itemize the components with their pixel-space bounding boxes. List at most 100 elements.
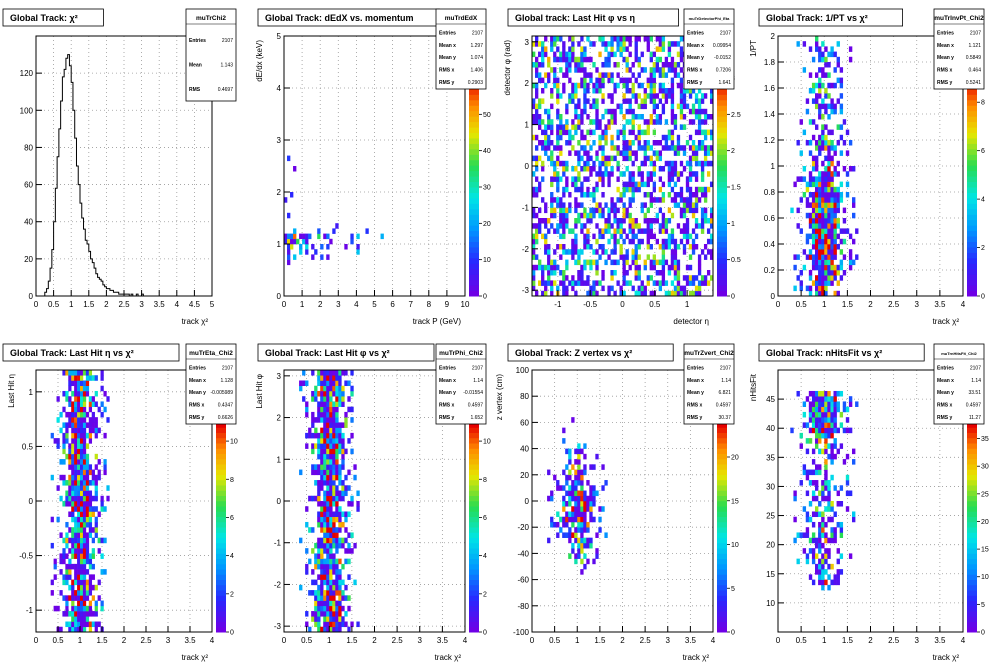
heatmap-cell (658, 98, 663, 104)
heatmap-cell (353, 542, 357, 549)
heatmap-cell (842, 140, 847, 146)
heatmap-cell (580, 134, 584, 141)
heatmap-cell (88, 511, 93, 518)
heatmap-cell (329, 537, 333, 544)
heatmap-cell (74, 385, 78, 392)
y-tick-label: -2 (274, 580, 282, 589)
heatmap-cell (637, 93, 641, 99)
heatmap-cell (622, 254, 626, 260)
heatmap-cell (586, 558, 590, 565)
heatmap-cell (628, 41, 632, 47)
heatmap-cell (694, 129, 699, 136)
heatmap-cell (815, 406, 819, 413)
heatmap-cell (329, 464, 333, 470)
heatmap-cell (836, 401, 840, 407)
color-scale-label: 4 (483, 553, 487, 560)
heatmap-cell (815, 401, 819, 407)
heatmap-cell (577, 506, 581, 512)
heatmap-cell (589, 290, 593, 297)
heatmap-cell (646, 223, 650, 229)
heatmap-cell (592, 129, 596, 136)
color-scale-step (967, 154, 977, 161)
heatmap-cell (667, 171, 672, 177)
heatmap-cell (65, 370, 69, 376)
heatmap-cell (50, 579, 54, 586)
heatmap-cell (571, 506, 575, 512)
heatmap-cell (532, 186, 536, 193)
heatmap-cell (314, 579, 318, 586)
heatmap-cell (709, 254, 714, 260)
y-tick-label: 10 (766, 599, 775, 608)
heatmap-cell (652, 166, 656, 172)
heatmap-cell (839, 103, 844, 110)
heatmap-cell (314, 553, 318, 559)
stats-value: 1.652 (470, 415, 483, 421)
heatmap-cell (691, 244, 696, 250)
heatmap-cell (811, 98, 816, 104)
heatmap-cell (830, 51, 834, 58)
heatmap-cell (68, 569, 72, 575)
heatmap-cell (628, 223, 632, 229)
heatmap-cell (323, 569, 327, 575)
heatmap-cell (565, 218, 569, 224)
color-scale-step (216, 616, 226, 622)
heatmap-cell (559, 150, 563, 156)
color-scale-step (469, 600, 479, 607)
heatmap-cell (805, 181, 810, 188)
heatmap-cell (311, 616, 315, 622)
heatmap-cell (562, 249, 566, 255)
heatmap-cell (610, 119, 614, 125)
heatmap-cell (811, 427, 816, 434)
heatmap-cell (335, 548, 339, 554)
heatmap-cell (338, 464, 342, 470)
heatmap-cell (80, 370, 84, 376)
heatmap-cell (697, 129, 702, 136)
stats-value: 2107 (472, 365, 483, 371)
heatmap-cell (670, 264, 675, 271)
heatmap-cell (679, 82, 684, 89)
stats-value: 0.5849 (966, 55, 982, 61)
heatmap-cell (311, 611, 315, 617)
heatmap-cell (661, 228, 666, 234)
heatmap-cell (688, 186, 693, 193)
heatmap-cell (53, 563, 57, 570)
heatmap-cell (821, 579, 825, 586)
heatmap-cell (706, 228, 711, 234)
color-scale-step (967, 99, 977, 106)
color-scale-step (216, 595, 226, 601)
color-scale-step (967, 558, 977, 565)
heatmap-cell (535, 228, 539, 234)
color-scale-step (717, 208, 727, 215)
heatmap-cell (827, 406, 831, 413)
heatmap-cell (344, 244, 348, 250)
heatmap-cell (818, 67, 822, 73)
heatmap-cell (559, 516, 563, 523)
heatmap-cell (827, 485, 831, 491)
heatmap-cell (284, 233, 288, 240)
heatmap-cell (532, 223, 536, 229)
heatmap-cell (335, 516, 339, 523)
heatmap-cell (559, 527, 563, 533)
color-scale-label: 15 (981, 547, 989, 554)
heatmap-cell (541, 119, 545, 125)
heatmap-cell (658, 280, 663, 286)
heatmap-cell (565, 56, 569, 63)
heatmap-cell (673, 270, 678, 276)
heatmap-cell (320, 548, 324, 554)
heatmap-cell (697, 197, 702, 203)
heatmap-cell (676, 82, 681, 89)
heatmap-cell (802, 176, 807, 182)
heatmap-cell (338, 490, 342, 497)
y-tick-label: 3 (277, 136, 282, 145)
heatmap-cell (332, 228, 336, 234)
heatmap-cell (610, 207, 614, 214)
heatmap-cell (613, 88, 617, 94)
heatmap-cell (71, 375, 75, 381)
heatmap-cell (824, 411, 828, 418)
color-scale-step (469, 116, 479, 123)
heatmap-cell (347, 626, 351, 633)
heatmap-cell (71, 459, 75, 465)
heatmap-cell (323, 390, 327, 397)
heatmap-cell (68, 448, 72, 455)
color-scale-step (717, 437, 727, 444)
